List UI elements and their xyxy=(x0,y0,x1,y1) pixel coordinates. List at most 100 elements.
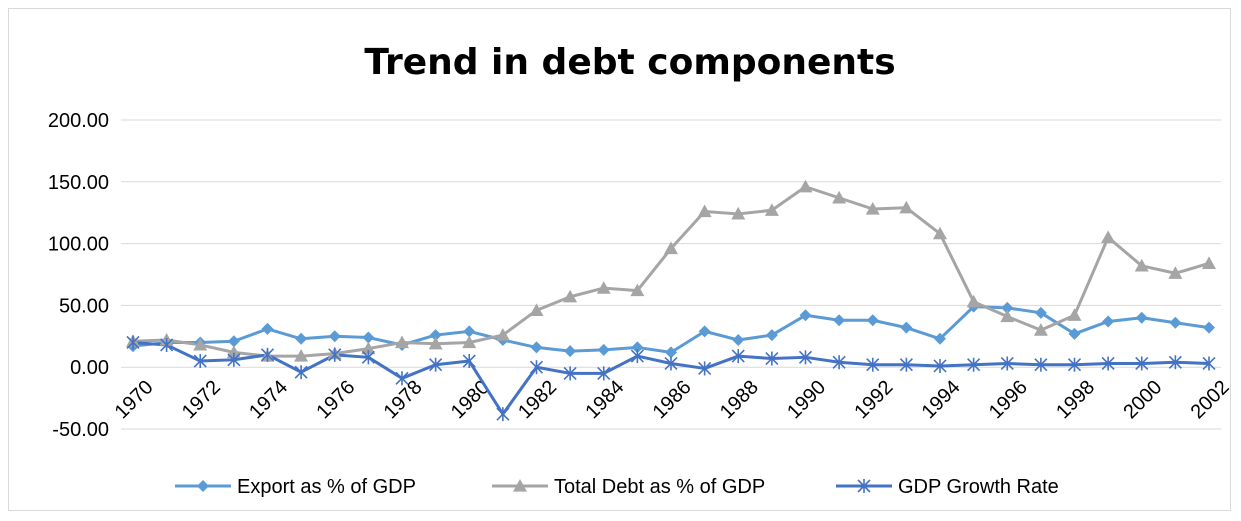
legend-label: GDP Growth Rate xyxy=(898,476,1059,498)
data-point xyxy=(798,179,813,193)
data-point xyxy=(564,345,577,358)
data-point xyxy=(563,289,578,303)
data-point xyxy=(529,360,544,375)
data-point xyxy=(1067,357,1082,372)
data-point xyxy=(900,321,913,334)
data-point xyxy=(1135,356,1149,371)
data-point xyxy=(597,343,610,356)
data-point xyxy=(665,346,677,359)
data-point xyxy=(462,354,476,369)
data-point xyxy=(833,314,846,327)
data-point xyxy=(1001,301,1014,314)
data-point xyxy=(495,328,510,341)
data-point xyxy=(193,337,208,351)
data-point xyxy=(126,335,140,350)
data-point xyxy=(226,345,241,358)
data-point xyxy=(1102,315,1115,328)
x-tick-label: 1980 xyxy=(447,376,494,423)
data-point xyxy=(462,335,477,349)
y-tick-label: 0.00 xyxy=(70,357,109,379)
y-axis-labels: 200.00 150.00 100.00 50.00 0.00 -50.00 xyxy=(48,110,109,441)
gridlines xyxy=(121,119,1221,430)
data-point xyxy=(1203,321,1215,334)
x-tick-label: 1998 xyxy=(1052,376,1099,423)
data-point xyxy=(1000,356,1014,371)
data-point xyxy=(799,309,812,322)
data-point xyxy=(631,341,644,354)
data-point xyxy=(361,341,376,355)
data-point xyxy=(429,329,442,342)
x-tick-label: 1984 xyxy=(581,376,628,423)
x-axis-labels: 1970 1972 1974 1976 1978 1980 1982 1984 1986 1988… xyxy=(111,376,1234,423)
data-point xyxy=(732,334,745,347)
data-point xyxy=(934,332,946,345)
data-point xyxy=(764,203,779,216)
data-point xyxy=(697,204,712,218)
data-point xyxy=(1168,266,1183,279)
data-point xyxy=(967,357,981,372)
y-tick-label: 50.00 xyxy=(59,295,109,317)
data-point xyxy=(1134,258,1149,272)
data-point xyxy=(664,241,678,255)
chart-area xyxy=(8,8,1231,511)
legend-label: Export as % of GDP xyxy=(237,476,416,498)
data-point xyxy=(529,303,544,316)
data-point xyxy=(294,349,309,362)
data-point xyxy=(933,226,947,240)
data-point xyxy=(1169,316,1182,329)
data-point xyxy=(698,325,711,338)
data-point xyxy=(193,354,207,369)
data-point xyxy=(630,283,645,297)
data-point xyxy=(563,366,577,381)
data-point xyxy=(261,322,274,335)
x-tick-label: 1994 xyxy=(918,376,965,423)
series-line xyxy=(132,305,1210,354)
data-point xyxy=(597,366,611,381)
x-tick-label: 2002 xyxy=(1187,376,1234,423)
data-point xyxy=(664,356,678,371)
data-point xyxy=(832,190,847,204)
x-tick-label: 2000 xyxy=(1119,376,1166,423)
data-point xyxy=(899,357,913,372)
legend-label: Total Debt as % of GDP xyxy=(554,476,765,498)
data-point xyxy=(1135,311,1148,324)
data-point xyxy=(227,335,240,348)
data-point xyxy=(328,330,341,343)
series-line xyxy=(132,185,1210,358)
y-tick-label: 150.00 xyxy=(48,172,109,194)
y-tick-label: 200.00 xyxy=(48,110,109,132)
legend: Export as % of GDP Total Debt as % of GDP… xyxy=(175,476,1059,498)
data-point xyxy=(295,332,308,345)
y-tick-label: 100.00 xyxy=(48,234,109,256)
data-point xyxy=(731,349,745,364)
data-point xyxy=(765,329,778,342)
x-tick-label: 1996 xyxy=(985,376,1032,423)
y-tick-label: -50.00 xyxy=(52,419,109,441)
data-point xyxy=(1202,256,1216,269)
data-point xyxy=(227,352,241,367)
data-point xyxy=(513,479,527,492)
data-point xyxy=(731,206,746,220)
data-point xyxy=(933,358,947,373)
data-point xyxy=(1168,355,1182,370)
data-point xyxy=(294,365,308,380)
data-point xyxy=(463,325,476,338)
x-tick-label: 1988 xyxy=(716,376,763,423)
x-tick-label: 1970 xyxy=(111,376,158,423)
data-point xyxy=(1101,230,1116,244)
x-tick-label: 1976 xyxy=(312,376,359,423)
data-point xyxy=(1068,327,1081,340)
data-point xyxy=(765,351,779,366)
data-point xyxy=(362,331,375,344)
data-point xyxy=(395,335,409,349)
data-point xyxy=(857,479,871,493)
data-point xyxy=(865,201,880,215)
data-point xyxy=(1034,357,1048,372)
data-point xyxy=(160,337,174,352)
data-point xyxy=(698,361,712,376)
data-point xyxy=(395,371,409,386)
x-tick-label: 1974 xyxy=(245,376,292,423)
data-point xyxy=(197,480,209,492)
data-point xyxy=(966,294,981,308)
